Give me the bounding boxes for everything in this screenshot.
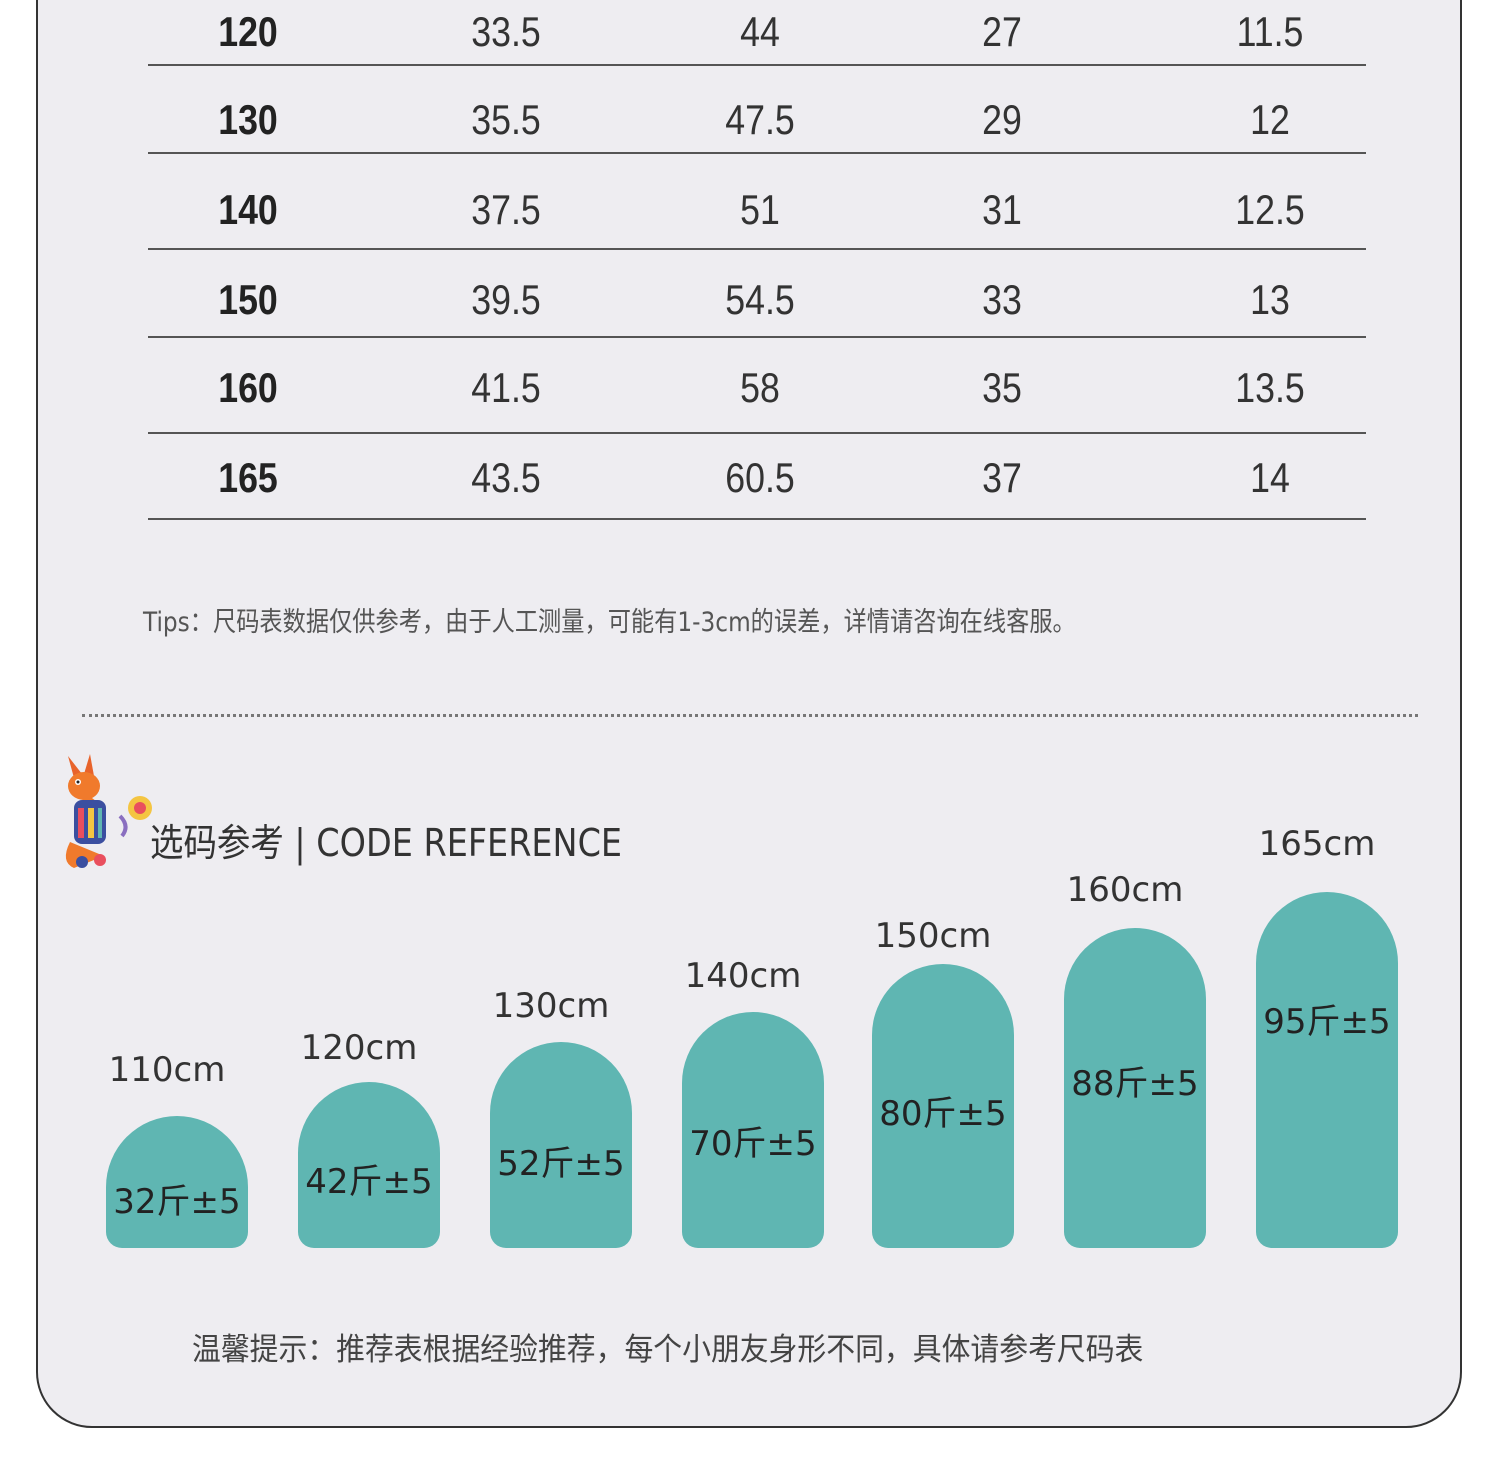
table-row: 140 37.5 51 31 12.5 — [148, 154, 1366, 250]
height-label: 130cm — [492, 986, 610, 1026]
table-cell: 12 — [1250, 96, 1290, 143]
table-cell: 130 — [218, 96, 278, 143]
height-arch — [490, 1042, 632, 1248]
table-cell: 47.5 — [725, 96, 795, 143]
fox-mascot-icon — [65, 754, 152, 868]
height-label: 140cm — [684, 956, 802, 996]
dotted-divider — [82, 714, 1418, 717]
code-reference-title: 选码参考 | CODE REFERENCE — [150, 821, 623, 865]
table-cell: 37.5 — [471, 186, 541, 233]
height-arch — [298, 1082, 440, 1248]
table-cell: 41.5 — [471, 364, 541, 411]
weight-label: 70斤±5 — [689, 1124, 817, 1164]
table-cell: 39.5 — [471, 276, 541, 323]
table-cell: 37 — [982, 454, 1022, 501]
table-cell: 13 — [1250, 276, 1290, 323]
table-cell: 44 — [740, 8, 780, 55]
table-cell: 140 — [218, 186, 278, 233]
table-cell: 35.5 — [471, 96, 541, 143]
height-label: 110cm — [108, 1050, 226, 1090]
table-row: 160 41.5 58 35 13.5 — [148, 338, 1366, 434]
measurement-tips: Tips：尺码表数据仅供参考，由于人工测量，可能有1-3cm的误差，详情请咨询在… — [143, 607, 1076, 638]
table-cell: 12.5 — [1235, 186, 1305, 233]
table-cell: 35 — [982, 364, 1022, 411]
height-arch — [1064, 928, 1206, 1248]
table-cell: 150 — [218, 276, 278, 323]
weight-label: 32斤±5 — [113, 1182, 241, 1222]
table-cell: 33 — [982, 276, 1022, 323]
table-cell: 27 — [982, 8, 1022, 55]
table-cell: 51 — [740, 186, 780, 233]
table-row: 130 35.5 47.5 29 12 — [148, 66, 1366, 154]
table-cell: 14 — [1250, 454, 1290, 501]
weight-label: 42斤±5 — [305, 1162, 433, 1202]
table-cell: 31 — [982, 186, 1022, 233]
table-row: 150 39.5 54.5 33 13 — [148, 250, 1366, 338]
footer-tip: 温馨提示：推荐表根据经验推荐，每个小朋友身形不同，具体请参考尺码表 — [192, 1332, 1144, 1368]
weight-label: 80斤±5 — [879, 1094, 1007, 1134]
table-cell: 58 — [740, 364, 780, 411]
height-arch — [872, 964, 1014, 1248]
table-row: 165 43.5 60.5 37 14 — [148, 434, 1366, 520]
table-cell: 60.5 — [725, 454, 795, 501]
height-label: 120cm — [300, 1028, 418, 1068]
weight-label: 52斤±5 — [497, 1144, 625, 1184]
table-cell: 11.5 — [1236, 8, 1304, 55]
height-arch — [682, 1012, 824, 1248]
height-arch — [1256, 892, 1398, 1248]
height-label: 150cm — [874, 916, 992, 956]
table-cell: 54.5 — [725, 276, 795, 323]
table-cell: 120 — [218, 8, 278, 55]
height-label: 160cm — [1066, 870, 1184, 910]
table-cell: 165 — [218, 454, 278, 501]
table-cell: 160 — [218, 364, 278, 411]
table-row: 120 33.5 44 27 11.5 — [148, 0, 1366, 66]
table-cell: 29 — [982, 96, 1022, 143]
table-cell: 13.5 — [1235, 364, 1305, 411]
table-cell: 33.5 — [471, 8, 541, 55]
table-cell: 43.5 — [471, 454, 541, 501]
weight-label: 88斤±5 — [1071, 1064, 1199, 1104]
height-arch — [106, 1116, 248, 1248]
height-label: 165cm — [1258, 824, 1376, 864]
weight-label: 95斤±5 — [1263, 1002, 1391, 1042]
